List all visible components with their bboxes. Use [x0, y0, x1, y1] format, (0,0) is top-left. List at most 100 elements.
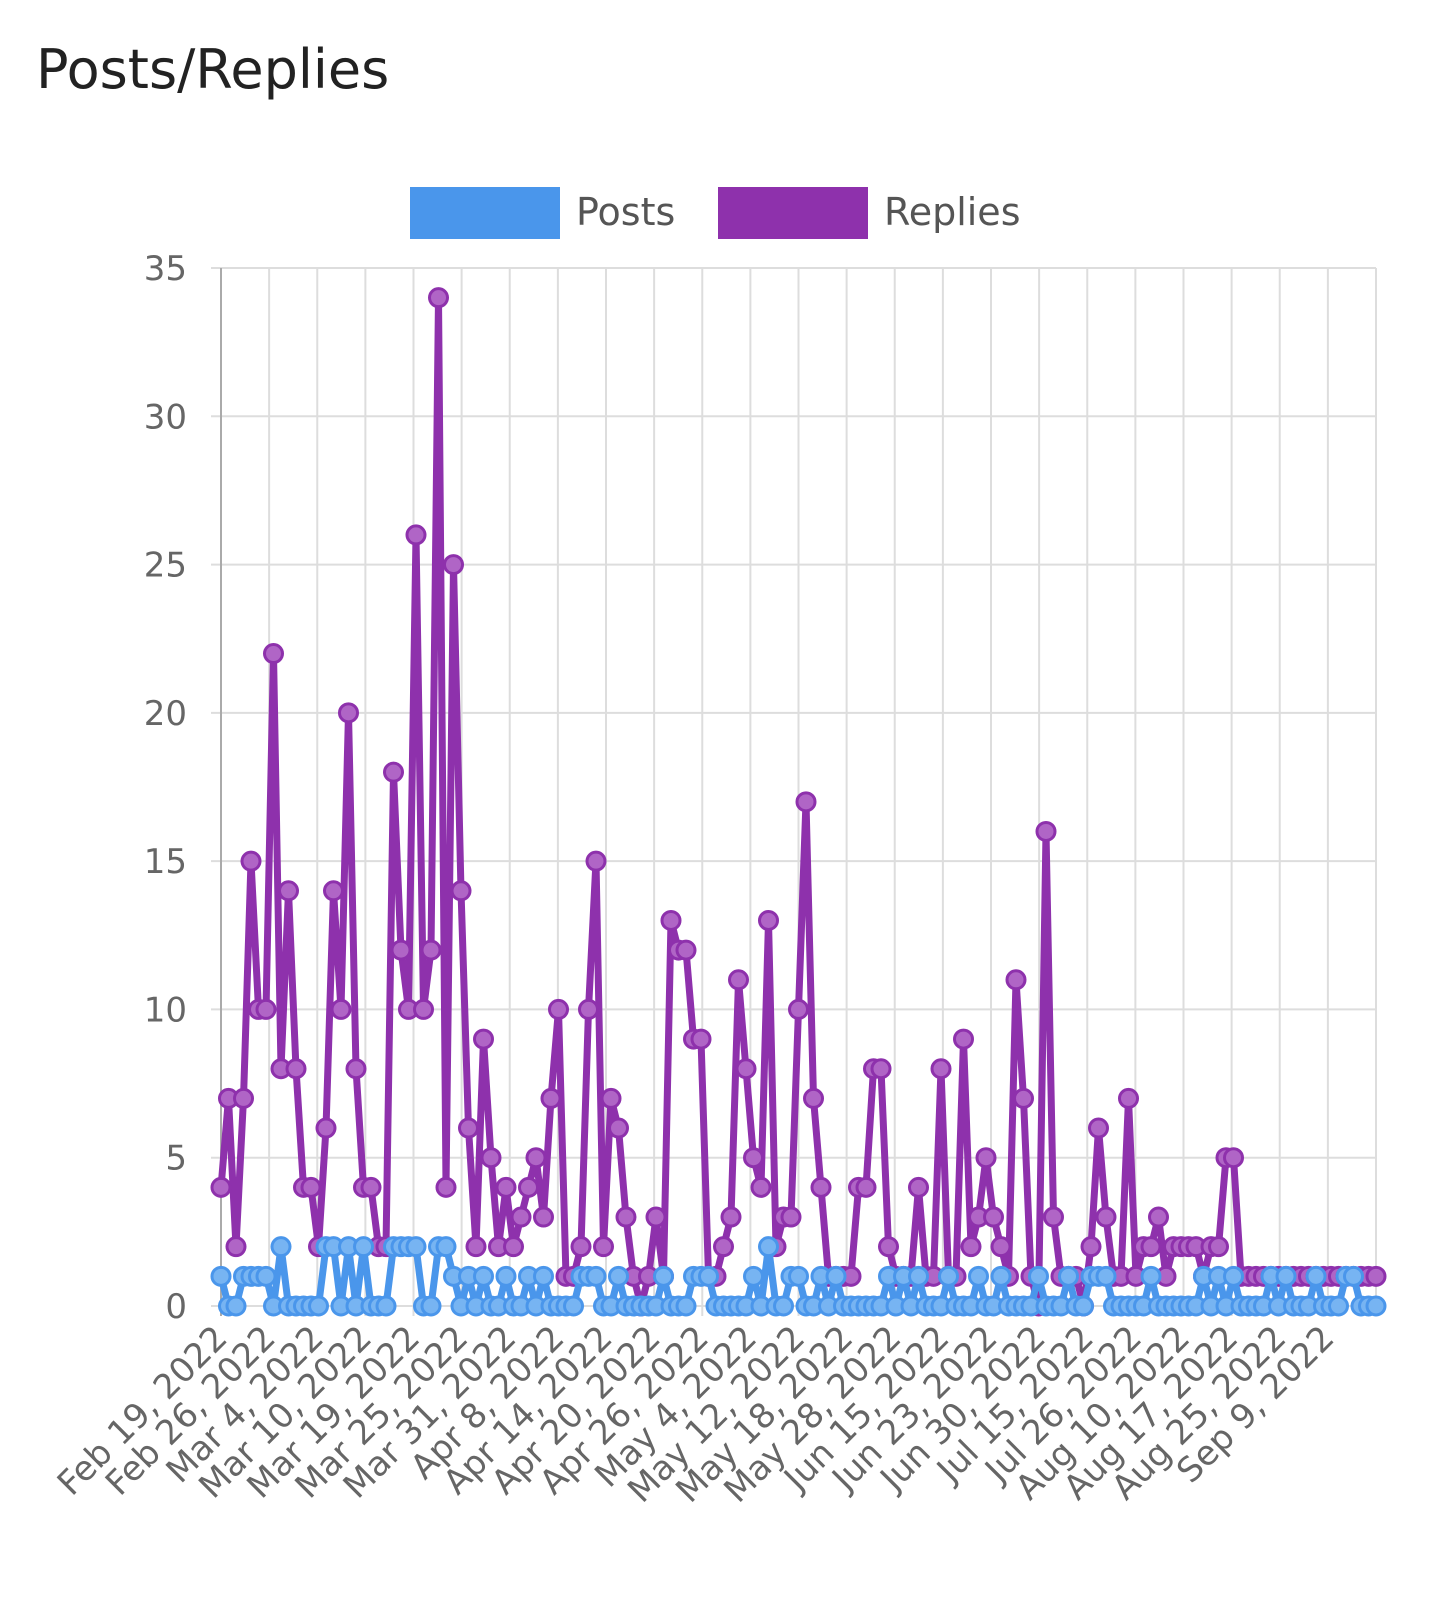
replies-point [1140, 1236, 1162, 1258]
posts-point [473, 1265, 494, 1287]
posts-point [563, 1295, 584, 1317]
replies-point [735, 1058, 757, 1080]
y-tick-label: 30 [144, 397, 187, 437]
posts-point [1305, 1265, 1327, 1287]
replies-point [495, 1176, 517, 1198]
replies-point [788, 998, 809, 1020]
replies-point [878, 1236, 899, 1258]
replies-point [503, 1236, 524, 1258]
posts-point [353, 1236, 374, 1258]
posts-point [825, 1265, 847, 1287]
replies-point [660, 909, 682, 931]
replies-point [533, 1206, 554, 1228]
replies-point [405, 524, 427, 546]
replies-point [210, 1176, 232, 1198]
series-layer [210, 287, 1387, 1317]
replies-point [480, 1147, 502, 1169]
replies-point [990, 1236, 1012, 1258]
replies-point [233, 1087, 254, 1109]
replies-point [1365, 1265, 1387, 1287]
legend-swatch-replies [718, 187, 868, 239]
replies-point [1223, 1147, 1244, 1169]
legend-swatch-posts [410, 187, 560, 239]
replies-point [1088, 1117, 1109, 1139]
posts-point [1095, 1265, 1117, 1287]
replies-point [255, 998, 277, 1020]
replies-point [585, 850, 607, 872]
replies-point [263, 643, 284, 665]
posts-point [788, 1265, 809, 1287]
replies-point [443, 554, 464, 576]
replies-point [615, 1206, 637, 1228]
replies-point [285, 1058, 307, 1080]
replies-point [428, 287, 449, 309]
posts-point [435, 1236, 457, 1258]
replies-point [345, 1058, 367, 1080]
posts-point [938, 1265, 959, 1287]
replies-point [323, 880, 344, 902]
replies-point [525, 1147, 547, 1169]
replies-point [315, 1117, 337, 1139]
legend: Posts Replies [410, 187, 1021, 239]
replies-point [383, 761, 404, 783]
replies-point [690, 1028, 712, 1050]
replies-point [675, 939, 697, 961]
y-tick-label: 5 [165, 1139, 187, 1179]
replies-point [713, 1236, 734, 1258]
replies-point [855, 1176, 877, 1198]
replies-point [278, 880, 299, 902]
posts-point [533, 1265, 554, 1287]
posts-point [420, 1295, 442, 1317]
posts-point [225, 1295, 247, 1317]
posts-point [495, 1265, 517, 1287]
replies-point [225, 1236, 247, 1258]
posts-point [405, 1236, 427, 1258]
replies-point [1005, 969, 1027, 991]
replies-point [300, 1176, 322, 1198]
y-tick-label: 10 [144, 990, 187, 1030]
replies-point [780, 1206, 802, 1228]
y-axis: 0 5 10 15 20 25 30 35 [144, 249, 222, 1327]
posts-point [1365, 1295, 1387, 1317]
replies-point [1118, 1087, 1139, 1109]
replies-point [983, 1206, 1004, 1228]
replies-point [1035, 820, 1057, 842]
replies-point [930, 1058, 952, 1080]
replies-point [330, 998, 352, 1020]
posts-point [1343, 1265, 1364, 1287]
replies-point [338, 702, 359, 724]
replies-point [1095, 1206, 1117, 1228]
replies-point [548, 998, 569, 1020]
posts-point [990, 1265, 1012, 1287]
posts-point [1073, 1295, 1094, 1317]
replies-point [240, 850, 262, 872]
replies-point [510, 1206, 532, 1228]
replies-point [960, 1236, 982, 1258]
posts-point [608, 1265, 629, 1287]
posts-point [210, 1265, 232, 1287]
legend-label-posts: Posts [576, 190, 675, 234]
replies-point [728, 969, 749, 991]
replies-point [1148, 1206, 1169, 1228]
replies-point [390, 939, 412, 961]
posts-point [1328, 1295, 1349, 1317]
y-tick-label: 0 [165, 1287, 187, 1327]
posts-point [908, 1265, 929, 1287]
y-tick-label: 15 [144, 842, 187, 882]
posts-point [255, 1265, 277, 1287]
posts-point [1028, 1265, 1049, 1287]
replies-point [600, 1087, 622, 1109]
posts-point [653, 1265, 674, 1287]
replies-point [360, 1176, 382, 1198]
posts-point [1223, 1265, 1244, 1287]
replies-point [1080, 1236, 1102, 1258]
y-tick-label: 20 [144, 694, 187, 734]
replies-point [593, 1236, 614, 1258]
replies-point [908, 1176, 929, 1198]
replies-point [465, 1236, 487, 1258]
replies-point [810, 1176, 832, 1198]
page-title: Posts/Replies [36, 38, 390, 101]
replies-point [435, 1176, 457, 1198]
replies-point [645, 1206, 667, 1228]
